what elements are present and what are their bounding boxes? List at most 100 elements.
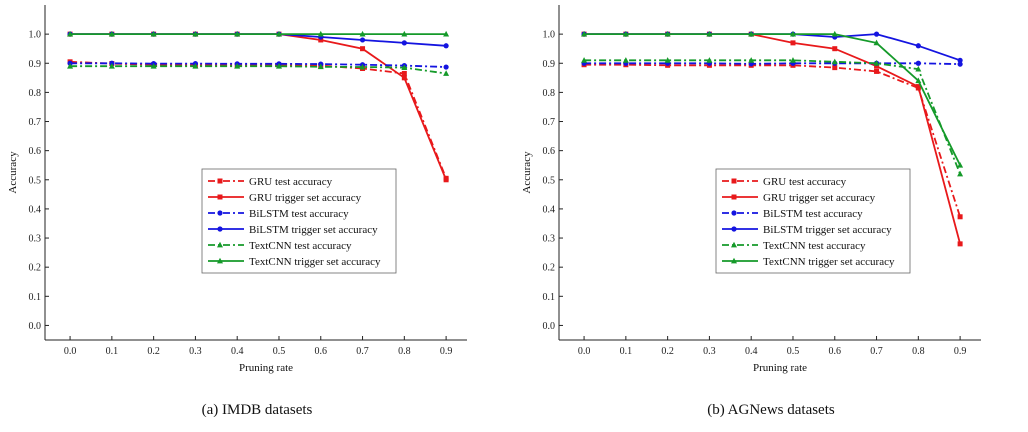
y-tick-label: 0.5: [543, 175, 556, 186]
chart-agnews: 0.0 0.1 0.2 0.3 0.4 0.5 0.6 0.7 0.8 0.9 1.0 0.0 0.1 0…: [521, 5, 981, 374]
data-point: [915, 77, 922, 84]
series-imdb-0: [67, 59, 449, 181]
data-point: [192, 62, 199, 69]
data-point: [957, 214, 963, 220]
x-tick-label: 0.0: [578, 346, 591, 357]
x-tick-label: 0.9: [954, 346, 967, 357]
x-tick-label: 0.5: [787, 346, 800, 357]
legend-marker: [731, 241, 737, 248]
legend-label: GRU test accuracy: [763, 176, 847, 188]
y-tick-label: 0.7: [29, 117, 42, 128]
data-point: [790, 40, 796, 46]
caption-imdb: (a) IMDB datasets: [201, 402, 313, 418]
x-tick-label: 0.8: [912, 346, 925, 357]
data-point: [706, 57, 713, 63]
y-tick-label: 0.1: [543, 292, 556, 303]
series-line: [70, 60, 447, 179]
x-tick-label: 0.1: [620, 346, 633, 357]
legend-label: BiLSTM test accuracy: [763, 208, 863, 220]
y-tick-label: 0.1: [29, 292, 42, 303]
legend-label: GRU test accuracy: [249, 176, 333, 188]
y-tick-label: 0.0: [29, 321, 42, 332]
series-agnews-3: [581, 31, 963, 63]
data-point: [915, 84, 921, 90]
legend-box: [201, 168, 397, 274]
series-line: [70, 33, 447, 47]
y-tick-label: 0.6: [29, 146, 42, 157]
data-point: [234, 30, 241, 37]
series-line: [70, 62, 447, 68]
legend-label: TextCNN trigger set accuracy: [763, 256, 895, 268]
chart-imdb: 0.0 0.1 0.2 0.3 0.4 0.5 0.6 0.7 0.8 0.9 1.0 0.0 0.1 0…: [7, 5, 467, 374]
data-point: [874, 63, 880, 69]
y-tick-label: 0.4: [29, 204, 42, 215]
series-line: [584, 63, 961, 218]
data-point: [108, 62, 115, 69]
x-tick-label: 0.8: [398, 346, 411, 357]
series-imdb-5: [67, 30, 450, 37]
data-point: [108, 30, 115, 37]
series-line: [584, 59, 961, 175]
legend: GRU test accuracy GRU trigger set accurac…: [201, 168, 397, 274]
legend-box: [715, 168, 911, 274]
data-point: [873, 31, 880, 37]
data-point: [317, 30, 324, 37]
data-point: [957, 162, 964, 168]
data-point: [359, 30, 366, 37]
y-tick-label: 1.0: [29, 30, 42, 41]
y-tick-label: 0.2: [29, 263, 42, 274]
series-imdb-1: [67, 31, 449, 183]
y-tick-label: 0.7: [543, 117, 556, 128]
y-tick-label: 0.5: [29, 175, 42, 186]
legend-label: BiLSTM trigger set accuracy: [249, 224, 378, 236]
data-point: [317, 63, 324, 70]
legend-marker: [217, 226, 223, 232]
data-point: [915, 60, 921, 66]
data-point: [622, 30, 629, 37]
legend-marker: [217, 257, 223, 264]
data-point: [359, 37, 366, 43]
x-axis-label: Pruning rate: [239, 362, 293, 374]
x-tick-label: 0.6: [829, 346, 842, 357]
y-axis-label: Accuracy: [521, 151, 533, 194]
data-point: [67, 30, 74, 37]
x-tick-label: 0.3: [703, 346, 716, 357]
series-agnews-5: [581, 30, 964, 168]
data-point: [443, 30, 450, 37]
data-point: [915, 43, 921, 49]
data-point: [234, 62, 241, 69]
x-tick-label: 0.4: [745, 346, 758, 357]
caption-agnews: (b) AGNews datasets: [707, 402, 835, 418]
data-point: [873, 39, 880, 46]
x-tick-label: 0.9: [440, 346, 453, 357]
legend-label: TextCNN test accuracy: [763, 240, 866, 252]
data-point: [748, 57, 755, 63]
data-point: [664, 30, 671, 37]
data-point: [401, 64, 408, 71]
y-tick-label: 0.3: [29, 234, 42, 245]
data-point: [443, 43, 449, 49]
series-imdb-4: [67, 62, 450, 76]
data-point: [789, 30, 796, 37]
data-point: [275, 62, 282, 69]
y-tick-label: 0.9: [543, 59, 556, 70]
data-point: [443, 177, 449, 183]
y-tick-label: 0.9: [29, 59, 42, 70]
y-tick-label: 0.4: [543, 204, 556, 215]
data-point: [957, 170, 964, 177]
data-point: [957, 241, 963, 247]
x-tick-label: 0.6: [315, 346, 328, 357]
data-point: [664, 57, 671, 63]
series-agnews-2: [581, 60, 963, 67]
data-point: [957, 61, 963, 67]
data-point: [401, 75, 407, 81]
data-point: [150, 30, 157, 37]
data-point: [443, 64, 449, 70]
data-point: [622, 57, 629, 63]
legend-marker: [731, 257, 737, 264]
x-tick-label: 0.2: [147, 346, 160, 357]
data-point: [192, 30, 199, 37]
data-point: [706, 30, 713, 37]
legend: GRU test accuracy GRU trigger set accurac…: [715, 168, 911, 274]
